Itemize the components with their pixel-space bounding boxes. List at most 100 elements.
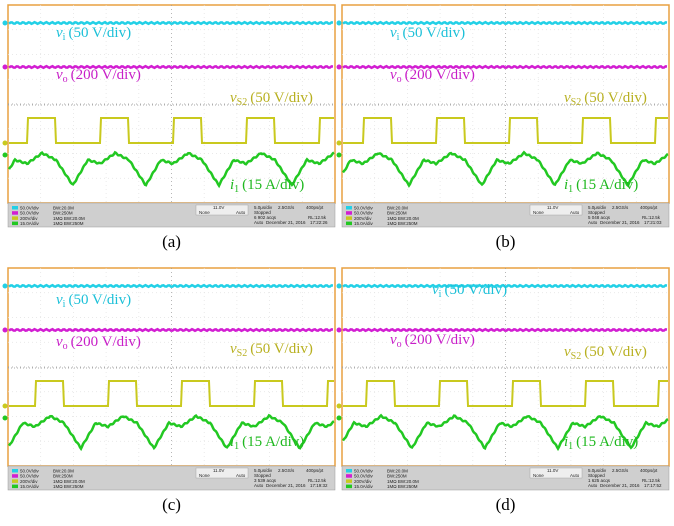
channel-chip: [346, 211, 352, 215]
label-text: (50 V/div): [250, 90, 313, 106]
channel-marker: [3, 328, 8, 333]
scope-panel: vi(50 V/div)vo(200 V/div)vS2(50 V/div)i1…: [337, 268, 670, 514]
record-res: 400ps/pt: [640, 205, 658, 210]
label-text: (200 V/div): [71, 67, 141, 83]
date: December 21, 2016: [600, 483, 640, 488]
label-sub: 1: [234, 184, 239, 195]
channel-chip: [346, 222, 352, 226]
trigger-source: None: [199, 473, 210, 478]
time: 17:21:03: [644, 220, 662, 225]
channel-bw: 1MΩ BW:250M: [53, 484, 84, 489]
channel-chip: [12, 222, 18, 226]
label-text: (200 V/div): [405, 67, 475, 83]
channel-chip: [12, 206, 18, 210]
label-sub: S2: [571, 351, 582, 362]
channel-chip: [12, 479, 18, 483]
channel-chip: [12, 216, 18, 220]
label-text: (15 A/div): [242, 434, 304, 450]
caption: (c): [162, 495, 181, 514]
trigger-mode: Auto: [236, 473, 246, 478]
trigger-mode: Auto: [570, 473, 580, 478]
trigger-level: 11.0V: [213, 205, 224, 210]
label-sub: i: [63, 299, 66, 310]
channel-scale: 15.0A/div: [354, 484, 374, 489]
channel-marker: [3, 153, 8, 158]
trigger-level: 11.0V: [547, 468, 558, 473]
channel-marker: [337, 21, 342, 26]
label-sub: 1: [568, 441, 573, 452]
label-sub: S2: [237, 348, 248, 359]
label-text: (50 V/div): [584, 344, 647, 360]
channel-marker: [337, 416, 342, 421]
channel-chip: [12, 474, 18, 478]
label-sub: S2: [237, 97, 248, 108]
channel-marker: [337, 65, 342, 70]
label-text: (50 V/div): [444, 282, 507, 298]
label-sub: S2: [571, 97, 582, 108]
vo-trace: [9, 329, 333, 331]
channel-chip: [346, 206, 352, 210]
figure: vi(50 V/div)vo(200 V/div)vS2(50 V/div)i1…: [0, 0, 674, 526]
label-sub: i: [63, 32, 66, 43]
channel-scale: 15.0A/div: [354, 221, 374, 226]
label-text: (50 V/div): [584, 90, 647, 106]
channel-scale: 15.0A/div: [20, 484, 40, 489]
channel-chip: [346, 469, 352, 473]
channel-marker: [337, 153, 342, 158]
label-sub: 1: [234, 441, 239, 452]
scope-panel: vi(50 V/div)vo(200 V/div)vS2(50 V/div)i1…: [3, 268, 336, 514]
trigger-mode: Auto: [570, 210, 580, 215]
trigger-source: None: [533, 210, 544, 215]
channel-marker: [3, 21, 8, 26]
label-sub: o: [397, 339, 402, 350]
label-text: (15 A/div): [242, 177, 304, 193]
label-text: (200 V/div): [405, 332, 475, 348]
date: December 21, 2016: [266, 483, 306, 488]
channel-marker: [3, 284, 8, 289]
channel-bw: 1MΩ BW:250M: [387, 221, 418, 226]
time: 17:17:52: [644, 483, 662, 488]
time: 17:19:32: [310, 483, 328, 488]
label-text: (50 V/div): [68, 25, 131, 41]
label-text: (50 V/div): [250, 341, 313, 357]
label-text: (15 A/div): [576, 434, 638, 450]
sample-rate: 2.5GS/s: [278, 205, 295, 210]
run-mode: Auto: [254, 220, 264, 225]
channel-marker: [337, 141, 342, 146]
vi-trace: [9, 22, 333, 24]
label-text: (50 V/div): [68, 292, 131, 308]
channel-marker: [3, 416, 8, 421]
date: December 21, 2016: [600, 220, 640, 225]
channel-marker: [3, 404, 8, 409]
channel-marker: [3, 141, 8, 146]
scope-panel: vi(50 V/div)vo(200 V/div)vS2(50 V/div)i1…: [337, 5, 670, 251]
time: 17:22:26: [310, 220, 328, 225]
label-text: (50 V/div): [402, 25, 465, 41]
vo-trace: [343, 329, 667, 331]
trigger-mode: Auto: [236, 210, 246, 215]
record-res: 400ps/pt: [306, 205, 324, 210]
label-text: (200 V/div): [71, 334, 141, 350]
caption: (b): [496, 232, 516, 251]
channel-marker: [337, 328, 342, 333]
vi-trace: [9, 285, 333, 287]
run-mode: Auto: [254, 483, 264, 488]
run-mode: Auto: [588, 220, 598, 225]
sample-rate: 2.5GS/s: [612, 205, 629, 210]
label-sub: 1: [568, 184, 573, 195]
caption: (d): [496, 495, 516, 514]
trigger-level: 11.0V: [547, 205, 558, 210]
label-sub: o: [63, 74, 68, 85]
channel-chip: [346, 474, 352, 478]
scope-panel: vi(50 V/div)vo(200 V/div)vS2(50 V/div)i1…: [3, 5, 336, 251]
label-sub: i: [397, 32, 400, 43]
caption: (a): [162, 232, 181, 251]
channel-marker: [3, 65, 8, 70]
label-sub: o: [63, 341, 68, 352]
label-sub: i: [439, 289, 442, 300]
trigger-level: 11.0V: [213, 468, 224, 473]
label-sub: o: [397, 74, 402, 85]
channel-chip: [12, 485, 18, 489]
trigger-source: None: [533, 473, 544, 478]
sample-rate: 2.5GS/s: [612, 468, 629, 473]
